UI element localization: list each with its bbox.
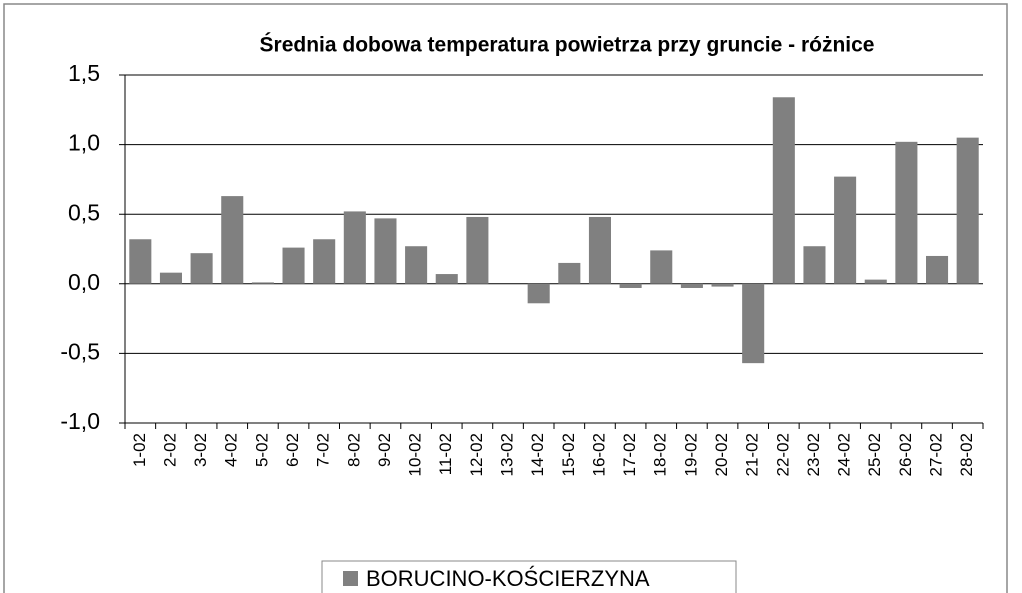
x-tick-label: 20-02 [712,433,731,476]
chart-frame [3,3,1008,593]
bar [619,283,642,288]
bar [650,250,673,284]
x-tick-label: 7-02 [314,433,333,467]
bar [159,272,182,284]
x-tick-label: 17-02 [620,433,639,476]
bar [742,283,765,364]
y-tick-label: 0,0 [68,269,100,295]
y-tick-label: 1,0 [68,130,100,156]
bar [772,97,795,284]
x-tick-label: 21-02 [743,433,762,476]
bar [129,239,152,284]
bar [251,282,274,284]
legend-box [321,560,737,593]
x-tick-label: 8-02 [344,433,363,467]
x-tick-label: 12-02 [467,433,486,476]
x-tick-label: 19-02 [681,433,700,476]
x-tick-label: 18-02 [651,433,670,476]
x-tick-label: 10-02 [406,433,425,476]
x-tick-label: 28-02 [957,433,976,476]
bar [558,262,581,284]
x-tick-label: 16-02 [589,433,608,476]
x-tick-label: 5-02 [252,433,271,467]
bar [190,253,213,284]
bar [895,141,918,284]
bar [221,196,244,284]
x-tick-label: 9-02 [375,433,394,467]
x-tick-label: 3-02 [191,433,210,467]
legend-label: BORUCINO-KOŚCIERZYNA [366,566,650,591]
bar [435,274,458,284]
x-tick-label: 23-02 [804,433,823,476]
x-tick-label: 26-02 [896,433,915,476]
y-tick-label: -0,5 [60,338,100,364]
chart-title: Średnia dobowa temperatura powietrza prz… [260,33,875,57]
bar [803,246,826,284]
bar [313,239,336,284]
bar [405,246,428,284]
y-tick-label: 0,5 [68,199,100,225]
x-tick-label: 2-02 [160,433,179,467]
x-tick-label: 11-02 [436,433,455,475]
legend-swatch [343,571,358,586]
bar [926,255,949,284]
bar [956,137,979,284]
x-tick-label: 1-02 [130,433,149,467]
bar [343,211,366,284]
x-tick-label: 4-02 [222,433,241,467]
bar [374,218,397,284]
bar [864,279,887,284]
x-tick-label: 27-02 [927,433,946,476]
x-tick-label: 25-02 [865,433,884,476]
bar [527,283,550,304]
x-tick-label: 22-02 [773,433,792,476]
bar [711,283,734,287]
x-tick-label: 13-02 [498,433,517,476]
x-tick-label: 14-02 [528,433,547,476]
bar [282,247,305,284]
x-tick-label: 15-02 [559,433,578,476]
y-tick-label: 1,5 [68,60,100,86]
y-tick-label: -1,0 [60,408,100,434]
bar [834,176,857,284]
x-tick-label: 24-02 [835,433,854,476]
bar [466,216,489,284]
x-tick-label: 6-02 [283,433,302,467]
bar [588,216,611,284]
bar [680,283,703,288]
